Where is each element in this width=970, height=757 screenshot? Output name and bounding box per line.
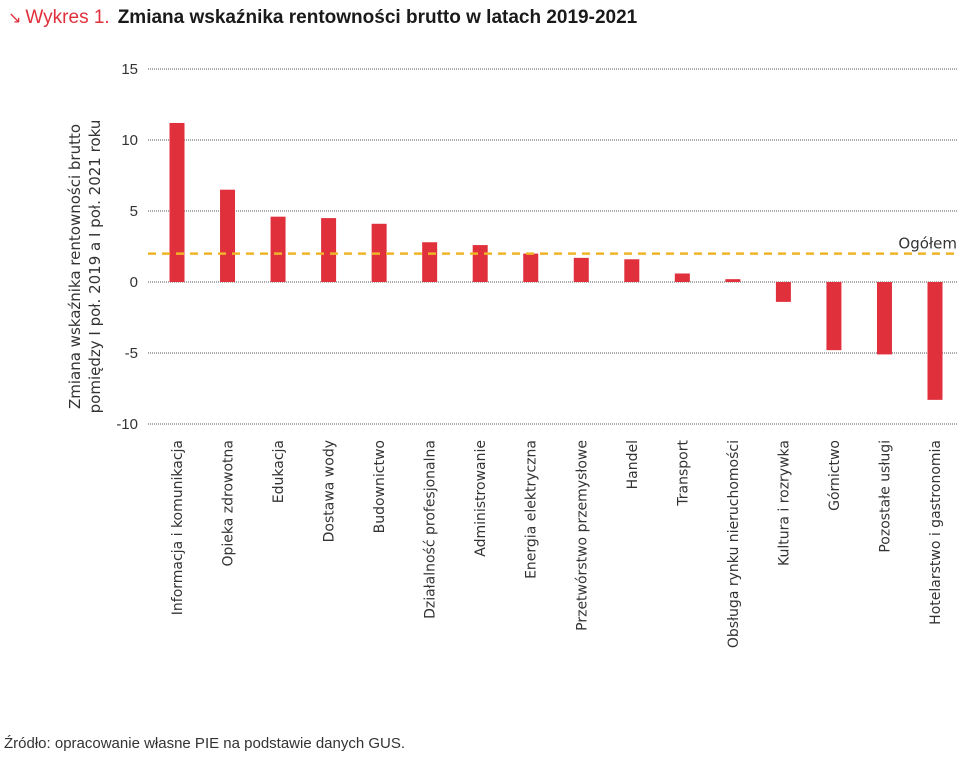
x-tick-label: Działalność profesjonalna (423, 440, 439, 619)
source-note: Źródło: opracowanie własne PIE na podsta… (4, 735, 406, 752)
x-tick-label: Energia elektryczna (524, 440, 540, 579)
bar (422, 242, 438, 282)
y-tick-label: -10 (116, 416, 138, 433)
gridlines (148, 68, 957, 425)
x-tick-label: Obsługa rynku nieruchomości (726, 440, 742, 648)
x-tick-label: Handel (625, 440, 641, 489)
x-axis-labels: Informacja i komunikacja Opieka zdrowotna… (170, 439, 944, 648)
arrow-down-right-icon: ↘ (8, 10, 22, 27)
y-tick-label: 0 (130, 274, 138, 291)
bar (674, 273, 690, 282)
y-axis-label: Zmiana wskaźnika rentowności brutto pomię… (66, 120, 104, 414)
x-tick-label: Pozostałe usługi (877, 440, 893, 553)
x-tick-label: Hotelarstwo i gastronomia (928, 440, 944, 625)
bar (270, 216, 286, 282)
bar (775, 282, 791, 302)
bar (826, 282, 842, 351)
bar (220, 189, 236, 282)
y-tick-label: -5 (125, 345, 138, 362)
chart-title-text: Zmiana wskaźnika rentowności brutto w la… (117, 7, 638, 28)
y-axis-ticks: 15 10 5 0 -5 -10 (116, 61, 138, 433)
x-tick-label: Informacja i komunikacja (170, 440, 186, 615)
chart-number: Wykres 1. (25, 7, 110, 28)
x-tick-label: Dostawa wody (322, 440, 338, 542)
x-tick-label: Kultura i rozrywka (776, 440, 792, 566)
bars (169, 122, 943, 400)
bar (927, 282, 943, 400)
reference-line-label: Ogółem (898, 235, 957, 253)
bar (573, 257, 589, 282)
x-tick-label: Edukacja (271, 440, 287, 503)
y-tick-label: 10 (121, 132, 138, 149)
bar (876, 282, 892, 355)
bar (321, 218, 337, 282)
chart-title: ↘ Wykres 1. Zmiana wskaźnika rentowności b… (8, 7, 637, 29)
x-tick-label: Transport (675, 439, 691, 506)
x-tick-label: Opieka zdrowotna (221, 440, 237, 567)
bar (725, 279, 741, 282)
x-tick-label: Budownictwo (372, 440, 388, 533)
x-tick-label: Przetwórstwo przemysłowe (574, 440, 590, 631)
y-tick-label: 15 (121, 61, 138, 78)
x-tick-label: Administrowanie (473, 440, 489, 557)
reference-line-group: Ogółem (148, 235, 957, 255)
x-tick-label: Górnictwo (827, 440, 843, 511)
y-axis-label-line: pomiędzy I poł. 2019 a I poł. 2021 roku (86, 120, 104, 414)
bar (472, 245, 488, 282)
bar (624, 259, 640, 282)
bar (523, 253, 539, 282)
y-tick-label: 5 (130, 203, 138, 220)
bar (169, 122, 185, 283)
bar-chart: 15 10 5 0 -5 -10 Ogółem Informacja i komunika… (66, 61, 957, 648)
y-axis-label-line: Zmiana wskaźnika rentowności brutto (66, 124, 84, 409)
